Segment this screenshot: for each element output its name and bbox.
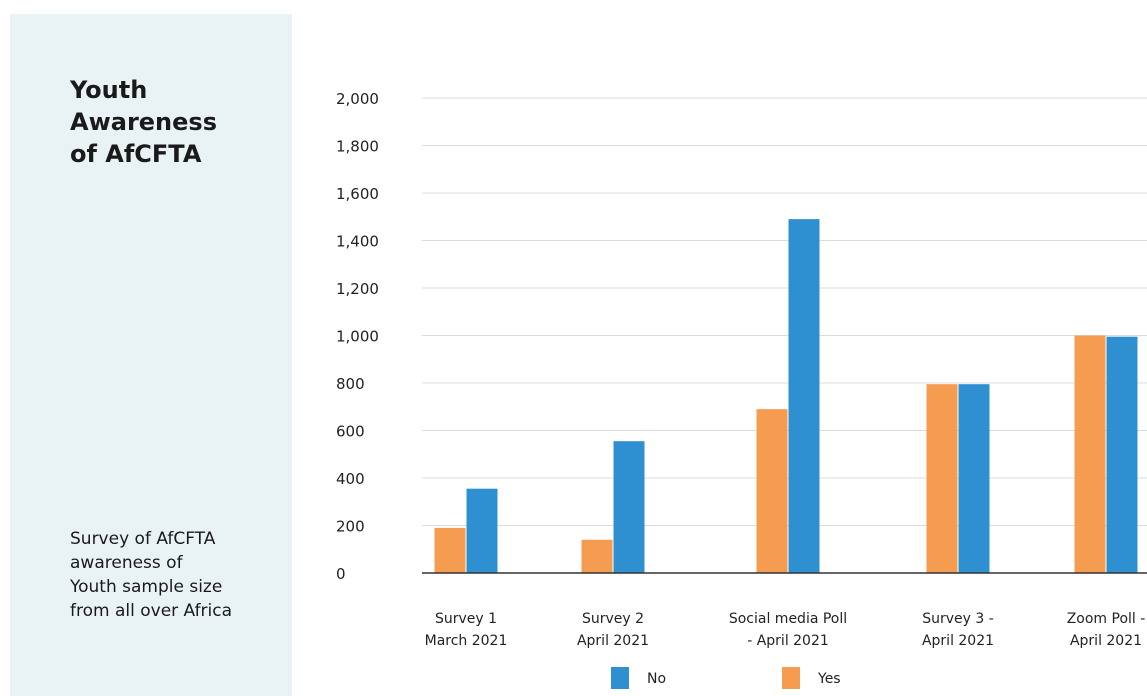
x-tick-label: April 2021 [577,633,649,649]
bar-yes [581,539,613,573]
y-tick-label: 1,600 [336,185,379,203]
legend-label: No [647,671,666,687]
legend-swatch [782,667,800,689]
legend-swatch [611,667,629,689]
bar-no [1106,336,1138,573]
y-tick-label: 400 [336,470,365,488]
title-line-3: of AfCFTA [70,140,202,168]
x-tick-label: Survey 1 [435,611,497,627]
bar-no [613,441,645,573]
legend-label: Yes [817,671,841,687]
description-line-4: from all over Africa [70,601,233,621]
y-tick-label: 600 [336,423,365,441]
x-tick-label: Social media Poll [729,611,847,627]
x-tick-label: April 2021 [1070,633,1142,649]
bar-no [788,219,820,573]
description-line-3: Youth sample size [70,577,223,597]
y-tick-label: 1,200 [336,280,379,298]
y-tick-label: 1,000 [336,328,379,346]
bar-yes [434,527,466,573]
y-tick-label: 1,400 [336,233,379,251]
bar-yes [756,409,788,573]
x-tick-label: April 2021 [922,633,994,649]
y-tick-label: 800 [336,375,365,393]
x-tick-label: Survey 3 - [922,611,994,627]
bar-no [958,384,990,573]
title-line-2: Awareness [70,108,217,136]
y-tick-label: 2,000 [336,90,379,108]
description-line-1: Survey of AfCFTA [70,529,216,549]
y-tick-label: 0 [336,565,346,583]
y-tick-label: 200 [336,518,365,536]
bar-no [466,488,498,573]
x-tick-label: Zoom Poll - [1067,611,1146,627]
chart-description: Survey of AfCFTA awareness of Youth samp… [70,527,285,623]
x-tick-label: Survey 2 [582,611,644,627]
title-line-1: Youth [70,76,148,104]
bar-yes [926,384,958,573]
description-line-2: awareness of [70,553,183,573]
bar-yes [1074,335,1106,573]
x-tick-label: March 2021 [425,633,508,649]
chart-title: Youth Awareness of AfCFTA [70,74,270,170]
side-panel [10,14,292,696]
y-tick-label: 1,800 [336,138,379,156]
x-tick-label: - April 2021 [747,633,829,649]
